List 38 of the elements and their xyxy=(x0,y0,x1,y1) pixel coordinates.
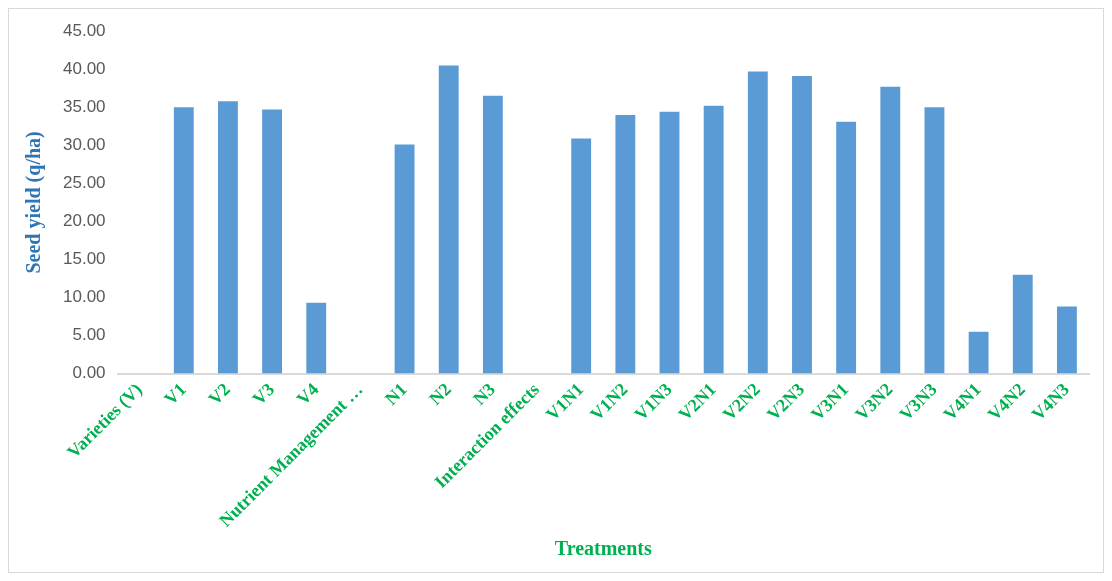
y-tick-label: 0.00 xyxy=(72,363,106,383)
bar xyxy=(659,111,680,374)
bar xyxy=(262,109,283,374)
y-tick-label: 15.00 xyxy=(62,249,106,269)
bar xyxy=(747,71,768,374)
y-tick-label: 40.00 xyxy=(62,58,106,78)
x-tick-label: V4 xyxy=(292,379,323,409)
bar xyxy=(438,65,459,374)
y-axis-title: Seed yield (q/ha) xyxy=(22,131,46,274)
y-tick-label: 35.00 xyxy=(62,96,106,116)
y-tick-label: 25.00 xyxy=(62,173,106,193)
y-tick-label: 10.00 xyxy=(62,287,106,307)
bar xyxy=(1012,274,1033,374)
bar xyxy=(218,101,238,374)
x-axis-title: Treatments xyxy=(554,537,652,560)
x-tick-label: V3 xyxy=(248,379,279,409)
bar xyxy=(394,144,415,374)
bar xyxy=(482,95,503,374)
bar xyxy=(924,107,945,374)
bar xyxy=(792,76,812,374)
x-tick-label: N1 xyxy=(380,379,411,409)
x-tick-label: N2 xyxy=(425,379,455,409)
y-tick-label: 20.00 xyxy=(62,211,106,231)
bar xyxy=(173,107,194,374)
bar xyxy=(836,121,857,374)
bar xyxy=(306,302,327,374)
x-tick-label: V1 xyxy=(160,379,190,409)
bar xyxy=(1056,306,1077,374)
bar xyxy=(880,86,901,374)
y-tick-label: 30.00 xyxy=(62,135,106,155)
x-tick-label: N3 xyxy=(469,379,499,409)
bar xyxy=(703,105,724,374)
bar xyxy=(571,138,592,374)
bar xyxy=(615,114,636,374)
x-tick-label: V2 xyxy=(204,379,235,409)
y-tick-label: 45.00 xyxy=(62,20,106,40)
bar xyxy=(968,331,989,374)
y-tick-label: 5.00 xyxy=(72,325,106,345)
